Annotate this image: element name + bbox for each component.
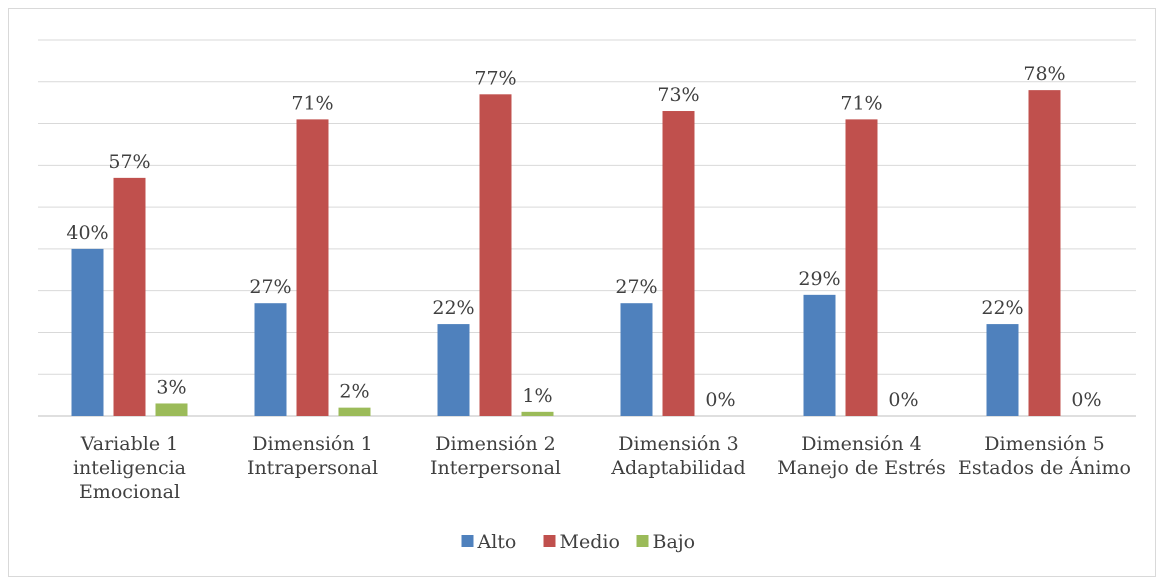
bar-bajo (155, 403, 188, 416)
bar-medio (1028, 90, 1061, 416)
data-label: 2% (339, 381, 369, 403)
data-label: 1% (522, 385, 552, 407)
x-tick-label: Interpersonal (430, 457, 561, 479)
gridlines (38, 39, 1136, 417)
x-tick-label: Variable 1 (80, 433, 178, 455)
x-tick-label: Dimensión 4 (801, 433, 921, 455)
bar-bajo (521, 411, 554, 416)
legend-swatch (636, 535, 649, 547)
bar-medio (662, 111, 695, 417)
data-label: 71% (291, 92, 333, 114)
x-tick-label: Dimensión 2 (435, 433, 555, 455)
data-label: 71% (840, 92, 882, 114)
x-tick-label: Intrapersonal (247, 457, 378, 479)
data-label: 77% (474, 67, 516, 89)
chart-frame (8, 8, 1156, 577)
legend-swatch (543, 535, 556, 547)
data-label: 78% (1023, 63, 1065, 85)
x-tick-label: Dimensión 5 (984, 433, 1104, 455)
bars (71, 90, 1061, 417)
bar-medio (845, 119, 878, 416)
data-labels: 40% 57% 3% 27% 71% 2% 22% 77% 1% 27% 73% 0% 29% 71% 0%… (66, 63, 1101, 411)
data-label: 57% (108, 151, 150, 173)
data-label: 73% (657, 84, 699, 106)
x-tick-label: Dimensión 1 (252, 433, 372, 455)
data-label: 3% (156, 376, 186, 398)
legend-item: Alto (477, 531, 517, 553)
x-tick-label: Adaptabilidad (610, 457, 745, 479)
legend-item: Bajo (653, 531, 696, 553)
legend-swatch (461, 535, 474, 547)
bar-alto (803, 294, 836, 416)
bar-medio (296, 119, 329, 416)
data-label: 0% (705, 389, 735, 411)
x-tick-label: Dimensión 3 (618, 433, 738, 455)
data-label: 22% (981, 297, 1023, 319)
x-tick-label: Emocional (79, 481, 180, 503)
data-label: 0% (1071, 389, 1101, 411)
data-label: 22% (432, 297, 474, 319)
x-tick-label: inteligencia (73, 457, 186, 479)
data-label: 29% (798, 268, 840, 290)
data-label: 27% (249, 276, 291, 298)
data-label: 40% (66, 222, 108, 244)
legend-item: Medio (560, 531, 620, 553)
bar-alto (986, 324, 1019, 416)
bar-medio (479, 94, 512, 417)
bar-bajo (338, 407, 371, 416)
data-label: 0% (888, 389, 918, 411)
bar-alto (437, 324, 470, 416)
x-tick-label: Manejo de Estrés (777, 457, 945, 479)
bar-medio (113, 177, 146, 416)
data-label: 27% (615, 276, 657, 298)
bar-alto (254, 303, 287, 416)
bar-alto (71, 248, 104, 416)
bar-alto (620, 303, 653, 416)
x-tick-label: Estados de Ánimo (958, 456, 1131, 479)
legend: Alto Medio Bajo (461, 531, 696, 553)
